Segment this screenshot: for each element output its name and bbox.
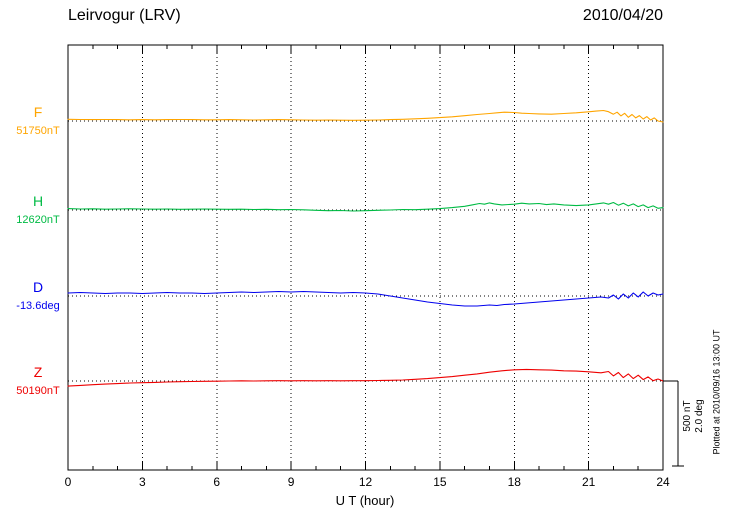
plotted-at-note: Plotted at 2010/09/16 13:00 UT [711,329,722,455]
x-tick-label-3: 3 [139,475,146,489]
series-label-F: F [33,104,43,120]
x-tick-label-6: 6 [213,475,221,489]
x-tick-label-18: 18 [507,475,521,489]
series-label-H: H [32,193,44,209]
x-tick-label-24: 24 [656,475,670,489]
series-label-Z: Z [33,364,43,380]
trace-Z [67,368,664,387]
x-tick-label-21: 21 [581,475,596,489]
series-base-value-D: -13.6deg [16,300,60,312]
x-tick-label-15: 15 [433,475,447,489]
series-base-value-Z: 50190nT [16,385,60,397]
trace-F [67,109,664,123]
plot-date: 2010/04/20 [582,7,663,24]
scale-bar-deg-label: 2.0 deg [694,399,705,433]
series-base-value-H: 12620nT [16,214,60,226]
series-label-D: D [32,279,44,295]
x-tick-label-9: 9 [287,475,295,489]
x-tick-label-12: 12 [358,475,373,489]
series-base-value-F: 51750nT [16,125,60,137]
x-tick-label-0: 0 [64,475,72,489]
x-axis-label: U T (hour) [335,493,395,508]
scale-bar-nt-label: 500 nT [682,400,693,432]
trace-H [67,201,664,212]
trace-D [67,290,664,307]
station-title: Leirvogur (LRV) [68,7,181,24]
